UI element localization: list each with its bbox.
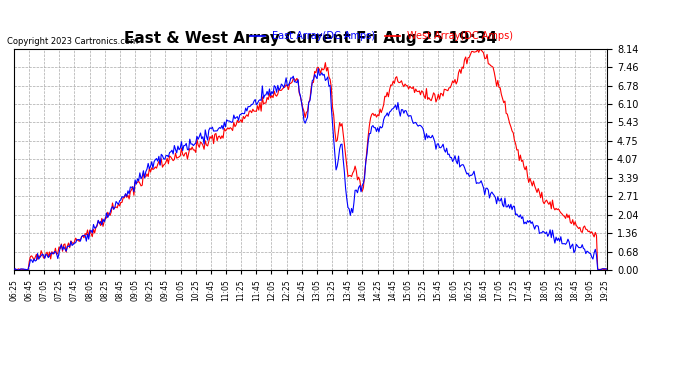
Legend: East Array(DC Amps), West Array(DC Amps): East Array(DC Amps), West Array(DC Amps) <box>246 27 518 45</box>
Title: East & West Array Current Fri Aug 25 19:34: East & West Array Current Fri Aug 25 19:… <box>124 31 497 46</box>
Text: Copyright 2023 Cartronics.com: Copyright 2023 Cartronics.com <box>7 38 138 46</box>
